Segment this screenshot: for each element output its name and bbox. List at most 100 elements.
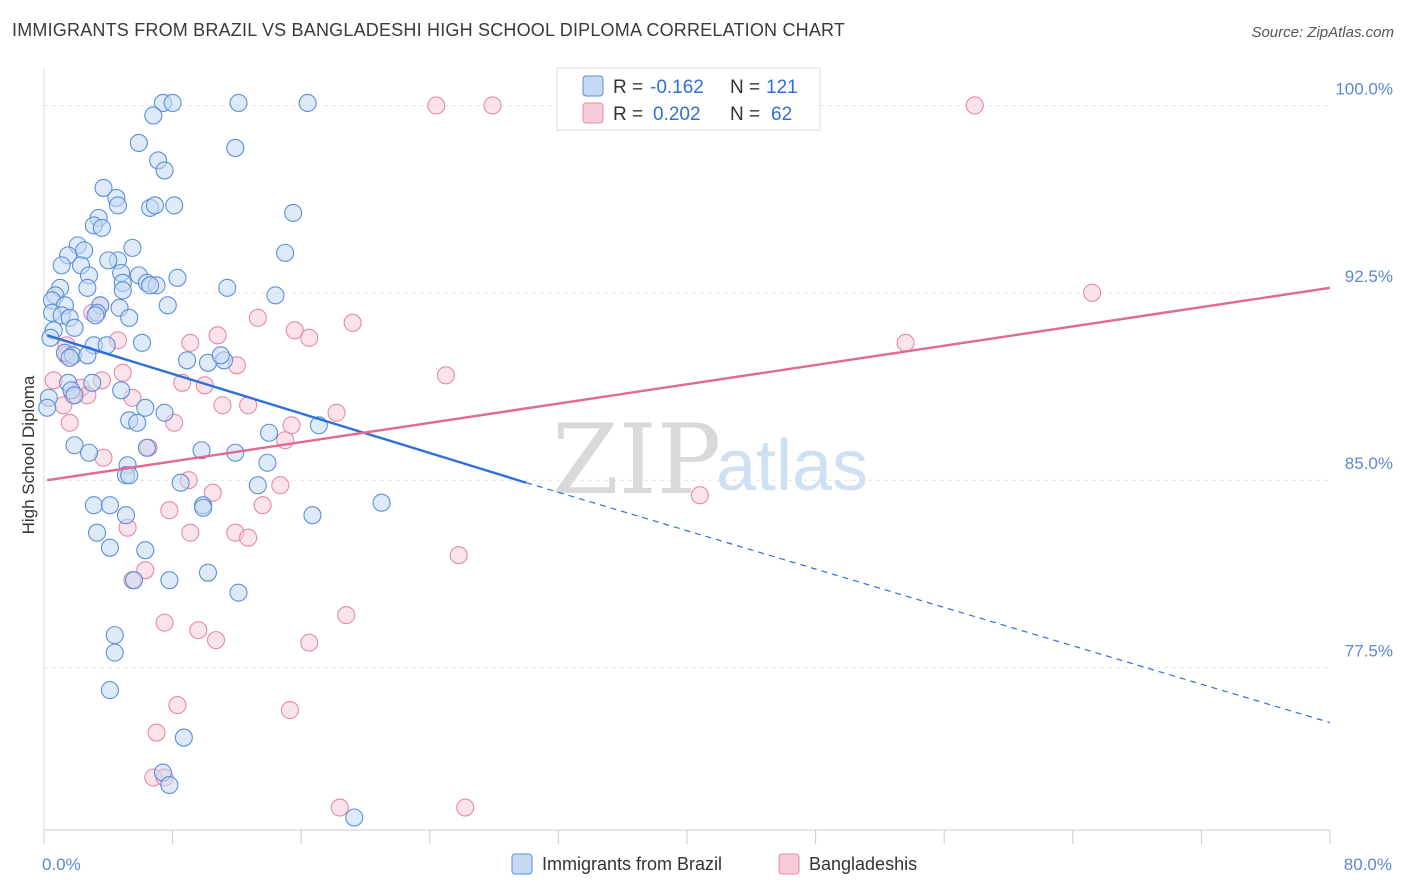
bangla-point xyxy=(300,633,319,652)
legend-r-label-brazil: R = xyxy=(613,77,643,98)
watermark: ZIP atlas xyxy=(552,404,868,516)
bangla-point xyxy=(208,326,227,345)
bangla-point xyxy=(113,363,132,382)
legend-swatch-bangla xyxy=(582,102,604,124)
bangla-point xyxy=(189,621,208,640)
legend-r-value-brazil: -0.162 xyxy=(650,77,704,98)
x-tick-label-max: 80.0% xyxy=(1344,855,1392,874)
brazil-point xyxy=(86,306,105,325)
bangladeshi-points xyxy=(44,96,1102,817)
brazil-point xyxy=(258,453,277,472)
brazil-point xyxy=(128,413,147,432)
legend-n-value-bangla: 62 xyxy=(771,104,792,125)
bangla-point xyxy=(248,308,267,327)
bangla-point xyxy=(965,96,984,115)
bangla-point xyxy=(327,403,346,422)
brazil-point xyxy=(160,571,179,590)
brazil-point xyxy=(60,348,79,367)
legend-r-label-bangla: R = xyxy=(613,104,643,125)
brazil-point xyxy=(144,106,163,125)
brazil-point xyxy=(65,436,84,455)
bangla-point xyxy=(136,561,155,580)
bangla-point xyxy=(181,523,200,542)
brazil-point xyxy=(211,346,230,365)
bangla-point xyxy=(206,631,226,650)
brazil-point xyxy=(284,203,303,222)
trend-lines xyxy=(46,286,1331,724)
bangla-point xyxy=(282,416,301,435)
bangla-point xyxy=(213,396,232,415)
brazil-point xyxy=(165,196,184,215)
brazil-point xyxy=(100,538,119,557)
brazil-point xyxy=(198,563,218,582)
bangla-point xyxy=(168,696,187,715)
brazil-point xyxy=(116,506,136,525)
y-tick-labels: 77.5% 85.0% 92.5% 100.0% xyxy=(1335,79,1393,660)
brazil-point xyxy=(105,626,124,645)
brazil-point xyxy=(192,441,211,460)
series-legend-label-bangla: Bangladeshis xyxy=(809,854,917,874)
series-legend-label-brazil: Immigrants from Brazil xyxy=(542,854,722,874)
legend-swatch-brazil xyxy=(582,75,604,97)
brazil-point xyxy=(168,268,187,287)
brazil-point xyxy=(248,476,267,495)
y-axis-title: High School Diploma xyxy=(19,375,38,534)
bangla-point xyxy=(60,413,79,432)
brazil-point xyxy=(178,351,197,370)
brazil-point xyxy=(160,775,179,795)
brazil-point xyxy=(137,438,156,457)
bangla-point xyxy=(449,546,468,565)
bangla-point xyxy=(181,333,200,352)
brazil-point xyxy=(136,541,155,560)
brazil-point xyxy=(99,251,118,270)
brazil-point xyxy=(120,308,139,327)
brazil-point xyxy=(345,808,364,827)
brazil-point xyxy=(218,278,237,297)
trend-line-extension xyxy=(526,482,1331,724)
brazil-point xyxy=(133,333,152,352)
bangla-point xyxy=(203,483,222,502)
bangla-point xyxy=(436,366,455,385)
brazil-point xyxy=(141,276,160,295)
series-legend-swatch-brazil xyxy=(511,853,533,875)
bangla-point xyxy=(147,723,166,742)
brazil-point xyxy=(266,286,285,305)
brazil-point xyxy=(155,403,174,422)
y-tick-label: 92.5% xyxy=(1345,267,1393,286)
grid-lines xyxy=(44,104,1330,669)
bangla-point xyxy=(896,333,915,352)
brazil-point xyxy=(87,523,107,542)
trend-line xyxy=(47,286,1331,482)
bangla-point xyxy=(280,701,299,720)
brazil-point xyxy=(229,93,248,113)
brazil-point xyxy=(92,218,111,237)
legend-n-label-bangla: N = xyxy=(730,104,760,125)
brazil-point xyxy=(129,133,148,153)
bangla-point xyxy=(160,501,179,520)
brazil-point xyxy=(194,498,213,517)
brazil-point xyxy=(105,643,124,662)
brazil-point xyxy=(158,296,177,315)
bangla-point xyxy=(337,606,356,625)
bangla-point xyxy=(1083,283,1102,302)
y-tick-label: 77.5% xyxy=(1345,642,1393,661)
stats-legend: R = -0.162 N = 121 R = 0.202 N = 62 xyxy=(556,67,821,131)
series-legend: Immigrants from Brazil Bangladeshis xyxy=(511,853,917,875)
brazil-point xyxy=(84,496,103,515)
brazil-point xyxy=(100,496,119,515)
brazil-point xyxy=(171,473,190,492)
trend-line xyxy=(46,334,527,484)
bangla-point xyxy=(483,96,502,115)
brazil-points xyxy=(38,93,391,827)
brazil-point xyxy=(112,381,131,400)
watermark-atlas: atlas xyxy=(716,426,868,506)
brazil-point xyxy=(113,281,132,300)
source-credit: Source: ZipAtlas.com xyxy=(1251,24,1394,41)
brazil-point xyxy=(123,238,142,257)
bangla-point xyxy=(330,798,349,817)
brazil-point xyxy=(174,728,193,747)
brazil-point xyxy=(303,506,322,525)
bangla-point xyxy=(285,321,304,340)
brazil-point xyxy=(65,386,84,405)
